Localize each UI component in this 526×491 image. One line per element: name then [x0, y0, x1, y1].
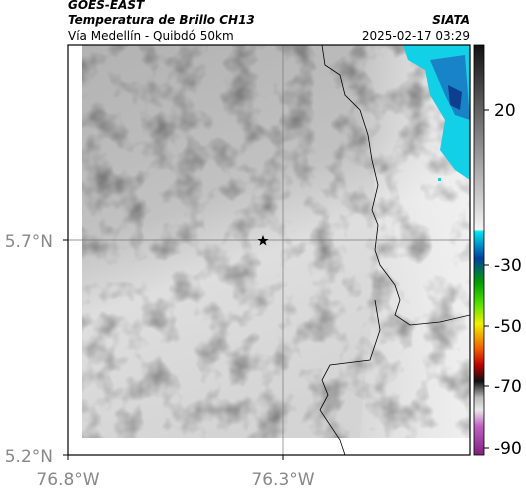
- y-tick-label: 5.7°N: [5, 232, 53, 252]
- map-frame: [67, 44, 471, 456]
- title: GOES-EAST: [68, 0, 145, 12]
- source: SIATA: [432, 13, 470, 27]
- region: Vía Medellín - Quibdó 50km: [68, 29, 234, 43]
- subtitle: Temperatura de Brillo CH13: [68, 13, 255, 27]
- colorbar-tick-label: 20: [494, 101, 516, 121]
- colorbar-tick-label: -50: [494, 317, 522, 337]
- y-tick-label: 5.2°N: [5, 447, 53, 467]
- colorbar-tick-label: -70: [494, 377, 522, 397]
- colorbar-tick-label: -90: [494, 439, 522, 459]
- city-marker: [257, 235, 269, 246]
- x-tick-label: 76.8°W: [36, 470, 99, 490]
- timestamp: 2025-02-17 03:29: [362, 29, 470, 43]
- colorbar: [473, 44, 485, 456]
- satellite-image: [68, 45, 470, 455]
- x-tick-label: 76.3°W: [251, 470, 314, 490]
- colorbar-tick-label: -30: [494, 256, 522, 276]
